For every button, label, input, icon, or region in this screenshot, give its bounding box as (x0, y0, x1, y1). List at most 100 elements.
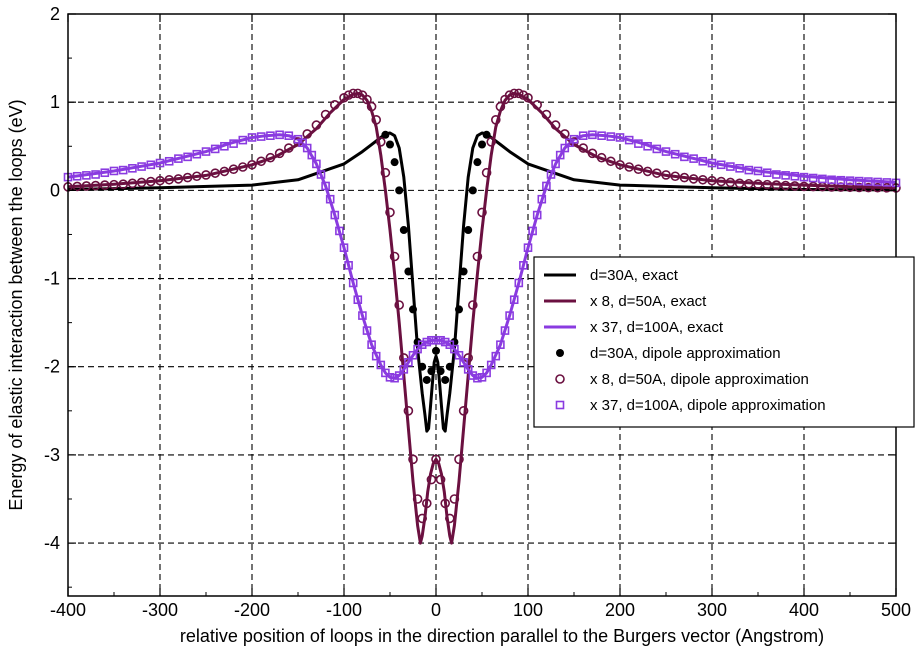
data-point (362, 94, 372, 105)
data-point (192, 171, 202, 182)
data-point (436, 367, 445, 376)
data-point (697, 174, 708, 185)
data-point (210, 144, 220, 154)
data-point (505, 311, 514, 320)
data-point (771, 180, 782, 190)
data-point (247, 133, 257, 142)
data-point (818, 174, 827, 184)
data-point (735, 164, 744, 173)
data-point (275, 130, 284, 140)
data-point (445, 340, 455, 349)
data-point (679, 172, 690, 183)
legend-label: x 8, d=50A, exact (590, 293, 707, 310)
data-point (445, 362, 454, 371)
data-point (366, 101, 377, 112)
y-tick-label: 0 (50, 180, 60, 200)
data-point (381, 368, 390, 378)
data-point (348, 88, 359, 99)
y-tick-label: 2 (50, 4, 60, 24)
data-point (808, 181, 819, 192)
data-point (441, 375, 450, 384)
data-point (509, 295, 519, 305)
data-point (781, 171, 790, 180)
data-point (394, 300, 405, 310)
data-point (605, 156, 616, 167)
legend-label: x 37, d=100A, exact (590, 319, 724, 336)
data-point (464, 226, 473, 235)
data-point (427, 335, 436, 345)
data-point (459, 267, 468, 276)
data-point (174, 154, 183, 163)
data-point (404, 358, 413, 367)
data-point (651, 168, 662, 178)
data-point (90, 180, 101, 191)
axis-ticks (67, 13, 897, 596)
data-point (872, 182, 883, 193)
data-point (399, 226, 408, 235)
data-point (435, 474, 446, 485)
data-point (532, 100, 543, 110)
x-tick-label: 200 (605, 600, 635, 620)
data-point (344, 261, 353, 270)
data-point (155, 158, 165, 168)
data-point (459, 358, 468, 367)
data-point (615, 159, 625, 170)
data-point (734, 178, 745, 189)
data-point (367, 340, 376, 349)
data-point (449, 494, 460, 504)
data-point (789, 181, 800, 191)
data-point (371, 351, 381, 361)
data-point (398, 353, 409, 363)
data-point (546, 170, 556, 179)
legend-marker (555, 374, 565, 384)
data-point (827, 175, 836, 185)
data-point (873, 177, 882, 187)
data-point (707, 175, 717, 186)
data-point (486, 137, 497, 147)
legend: d=30A, exact x 8, d=50A, exact x 37, d=100… (533, 256, 915, 428)
data-point (661, 147, 671, 156)
data-point (444, 513, 455, 524)
data-point (362, 326, 372, 335)
data-point (624, 135, 634, 145)
data-point (541, 109, 552, 120)
data-point (454, 454, 464, 465)
data-point (780, 180, 791, 191)
data-point (109, 179, 119, 190)
data-point (266, 131, 275, 140)
data-point (491, 351, 501, 361)
data-point (633, 164, 644, 174)
data-point (247, 159, 257, 170)
data-point (390, 373, 399, 383)
data-point (450, 338, 459, 347)
data-point (482, 368, 491, 378)
y-tick-label: 1 (50, 92, 60, 112)
data-point (348, 278, 358, 288)
data-point (417, 513, 428, 524)
data-point (455, 305, 463, 314)
data-point (201, 147, 211, 156)
data-point (551, 159, 560, 169)
legend-label: x 37, d=100A, dipole approximation (590, 397, 826, 414)
data-point (352, 88, 363, 99)
data-point (343, 90, 354, 100)
data-point (183, 152, 192, 162)
data-point (381, 130, 390, 139)
data-point (634, 139, 643, 148)
data-point (109, 166, 119, 176)
data-point (311, 120, 322, 130)
data-point (229, 139, 238, 148)
data-point (477, 373, 487, 382)
data-point (118, 179, 128, 189)
data-point (513, 88, 524, 99)
data-point (790, 171, 800, 181)
data-point (128, 164, 137, 173)
data-point (380, 167, 391, 178)
data-point (316, 170, 326, 179)
data-point (389, 251, 400, 262)
data-point (537, 194, 547, 204)
x-tick-label: 0 (431, 600, 441, 620)
data-point (698, 156, 708, 166)
data-point (302, 143, 312, 153)
